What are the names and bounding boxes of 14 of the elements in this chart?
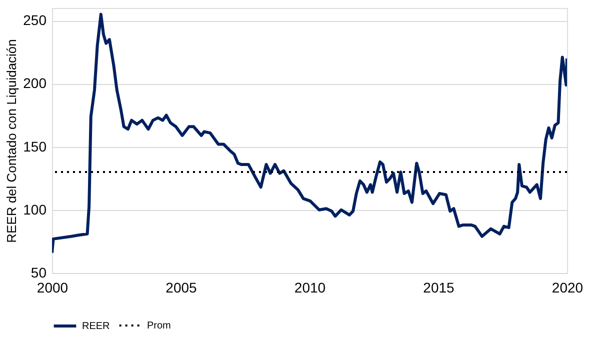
y-tick-label: 250 <box>23 12 47 28</box>
legend-label: REER <box>82 321 110 332</box>
y-tick-label: 200 <box>23 75 47 92</box>
y-axis-title: REER del Contado con Liquidación <box>4 39 20 243</box>
x-tick-label: 2020 <box>552 280 584 296</box>
legend-label: Prom <box>147 320 171 332</box>
x-tick-label: 2000 <box>36 280 68 296</box>
x-tick-label: 2005 <box>166 280 198 296</box>
y-tick-label: 150 <box>23 138 47 154</box>
x-tick-label: 2015 <box>423 280 455 296</box>
y-tick-label: 50 <box>30 264 47 280</box>
x-tick-label: 2010 <box>294 280 326 296</box>
y-tick-label: 100 <box>23 201 47 218</box>
line-series <box>52 12 567 254</box>
